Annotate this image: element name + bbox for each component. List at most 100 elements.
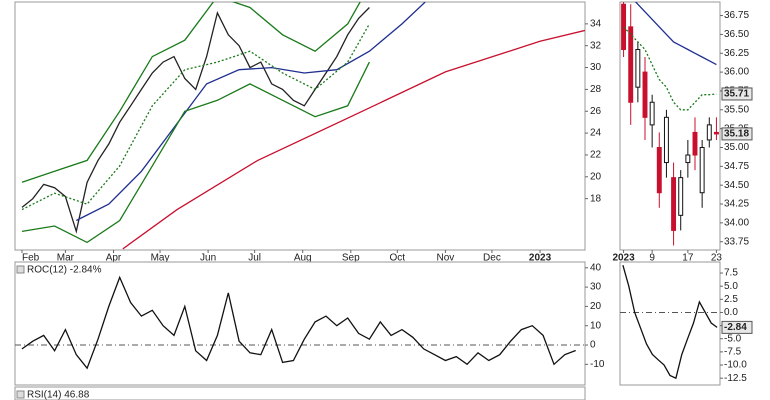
y-tick-label: 35.00 <box>724 142 749 153</box>
candle-body <box>656 146 662 194</box>
value-tag-label: 35.71 <box>724 89 749 100</box>
panel <box>619 1 721 251</box>
value-tag-label: -2.84 <box>724 322 747 333</box>
series-line <box>76 2 426 222</box>
y-tick-label: 0.0 <box>724 307 738 318</box>
x-tick-label: Aug <box>294 253 312 264</box>
y-tick-label: 35.50 <box>724 104 749 115</box>
y-tick-label: -10 <box>590 359 605 370</box>
y-tick-label: -12.5 <box>724 373 747 384</box>
series-line <box>122 29 585 250</box>
series-line <box>634 2 717 66</box>
y-tick-label: 33.75 <box>724 236 749 247</box>
candle <box>656 132 662 208</box>
y-tick-label: 40 <box>590 262 602 273</box>
y-tick-label: 18 <box>590 193 602 204</box>
x-tick-label: May <box>151 253 170 264</box>
y-tick-label: 36.25 <box>724 48 749 59</box>
value-tag <box>721 320 753 334</box>
candle <box>706 117 712 148</box>
candle-body <box>685 154 691 164</box>
y-tick-label: -10.0 <box>724 360 747 371</box>
panel <box>14 261 586 386</box>
candle-body <box>635 48 641 88</box>
candle <box>699 139 705 208</box>
panel-title: ROC(12) -2.84% <box>27 265 102 276</box>
candle <box>692 117 698 171</box>
panel-title: RSI(14) 46.88 <box>27 390 90 400</box>
candle <box>685 139 691 178</box>
x-tick-label: Apr <box>106 253 122 264</box>
candle-body <box>621 3 627 50</box>
series-line <box>623 26 717 111</box>
y-tick-label: 10 <box>590 320 602 331</box>
candle-body <box>678 177 684 216</box>
x-tick-label: 2023 <box>612 253 635 264</box>
y-tick-label: -5.0 <box>724 333 742 344</box>
y-tick-label: 36.75 <box>724 10 749 21</box>
x-tick-label: 2023 <box>529 253 552 264</box>
candle-body <box>713 131 719 135</box>
y-tick-label: 34.00 <box>724 218 749 229</box>
series-line <box>21 275 576 370</box>
candle <box>649 94 655 148</box>
candle-body <box>649 101 655 126</box>
y-tick-label: 20 <box>590 171 602 182</box>
y-tick-label: 30 <box>590 62 602 73</box>
panel <box>619 261 721 386</box>
y-tick-label: 34 <box>590 18 602 29</box>
x-tick-label: Dec <box>483 253 501 264</box>
series-line <box>21 2 361 183</box>
series-line <box>622 265 718 380</box>
candle <box>713 117 719 140</box>
y-tick-label: -7.5 <box>724 347 742 358</box>
y-tick-label: 32 <box>590 40 602 51</box>
series-line <box>21 61 370 244</box>
candle-body <box>699 146 705 194</box>
y-tick-label: 24 <box>590 128 602 139</box>
candle <box>635 41 641 103</box>
candle-body <box>671 177 677 231</box>
title-icon <box>16 265 25 274</box>
value-tag-label: 35.18 <box>724 129 749 140</box>
x-tick-label: Jun <box>200 253 216 264</box>
y-tick-label: 26 <box>590 106 602 117</box>
y-tick-label: 0 <box>590 340 596 351</box>
y-tick-label: 36.00 <box>724 67 749 78</box>
x-tick-label: 9 <box>649 253 655 264</box>
y-tick-label: 34.75 <box>724 161 749 172</box>
panel <box>14 1 586 251</box>
x-tick-label: Feb <box>22 253 40 264</box>
candle <box>671 162 677 246</box>
y-tick-label: 34.50 <box>724 180 749 191</box>
x-tick-label: Mar <box>57 253 75 264</box>
y-tick-label: 36.50 <box>724 29 749 40</box>
candle-body <box>628 26 634 103</box>
candle-body <box>706 124 712 141</box>
y-tick-label: 2.5 <box>724 294 738 305</box>
x-tick-label: Oct <box>390 253 406 264</box>
value-tag <box>721 127 753 141</box>
y-tick-label: 22 <box>590 150 602 161</box>
x-tick-label: 23 <box>711 253 723 264</box>
title-icon <box>16 390 25 399</box>
candle <box>663 109 669 178</box>
value-tag <box>721 87 753 101</box>
candle-body <box>692 131 698 156</box>
x-tick-label: Sep <box>342 253 360 264</box>
candle <box>628 4 634 125</box>
y-tick-label: 30 <box>590 282 602 293</box>
y-tick-label: 34.25 <box>724 199 749 210</box>
y-tick-label: 5.0 <box>724 281 738 292</box>
x-tick-label: Jul <box>248 253 261 264</box>
x-tick-label: Nov <box>437 253 455 264</box>
candle <box>621 2 627 58</box>
candle-body <box>642 71 648 118</box>
y-tick-label: 28 <box>590 84 602 95</box>
series-line <box>21 23 370 211</box>
candle <box>642 57 648 140</box>
y-tick-label: 20 <box>590 301 602 312</box>
candle-body <box>663 116 669 164</box>
panel <box>14 386 586 400</box>
